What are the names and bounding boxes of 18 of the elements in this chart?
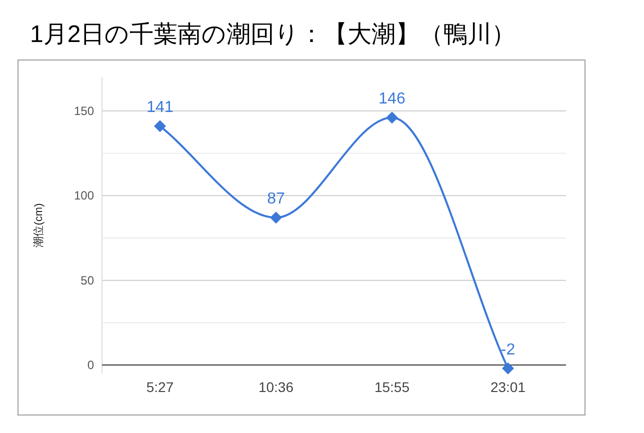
data-label: -2 <box>500 341 516 358</box>
point <box>154 120 166 132</box>
x-tick-label: 23:01 <box>490 379 526 395</box>
data-label: 146 <box>378 90 406 108</box>
y-tick-label: 50 <box>80 273 94 288</box>
data-label: 141 <box>146 99 174 116</box>
y-axis-title: 潮位(cm) <box>32 203 45 248</box>
x-tick-label: 5:27 <box>146 379 174 395</box>
point <box>502 362 514 374</box>
y-tick-label: 0 <box>87 358 94 372</box>
point <box>270 212 282 224</box>
y-tick-label: 100 <box>74 188 94 203</box>
chart-title: 1月2日の千葉南の潮回り：【大潮】（鴨川） <box>30 21 516 48</box>
x-tick-label: 10:36 <box>258 379 294 395</box>
y-tick-label: 150 <box>74 104 94 118</box>
x-tick-label: 15:55 <box>374 379 410 395</box>
data-label: 87 <box>267 190 285 208</box>
point <box>386 112 398 124</box>
